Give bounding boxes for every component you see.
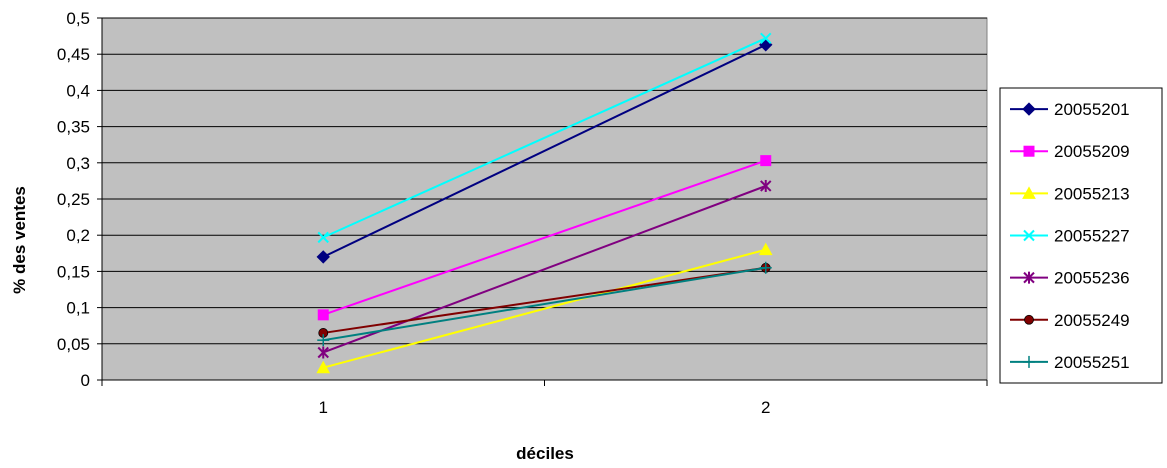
x-axis-title: déciles (516, 444, 574, 463)
y-tick-label: 0,45 (57, 45, 90, 64)
legend-marker (1022, 102, 1036, 116)
y-tick-label: 0,25 (57, 190, 90, 209)
axes: 0 0,05 0,1 0,15 0,2 0,25 0,3 0,35 0,4 0,45 0,5 1 2 (57, 9, 988, 417)
y-tick-label: 0,1 (66, 299, 90, 318)
x-tick-label: 1 (319, 398, 328, 417)
data-point (760, 32, 772, 44)
legend-item: 20055251 (1010, 353, 1130, 372)
legend: 20055201 20055209 20055213 20055227 20055236… (999, 87, 1163, 384)
data-point (758, 242, 773, 256)
legend-marker (1023, 271, 1035, 284)
legend-marker (1022, 186, 1036, 199)
series-20055236 (317, 179, 772, 359)
series-line (322, 43, 767, 258)
data-point (760, 155, 772, 167)
data-point (317, 309, 329, 321)
data-point (317, 346, 329, 359)
data-point (317, 231, 329, 244)
legend-marker (1023, 229, 1035, 242)
series-20055213 (316, 242, 773, 374)
y-tick-label: 0,05 (57, 335, 90, 354)
series-line (322, 248, 767, 369)
legend-item: 20055236 (1010, 269, 1130, 288)
data-point (759, 261, 772, 274)
y-tick-label: 0,15 (57, 262, 90, 281)
series-20055209 (317, 155, 772, 321)
legend-item: 20055213 (1010, 184, 1130, 203)
legend-label: 20055209 (1054, 142, 1130, 161)
series-line (322, 185, 767, 354)
series-group (316, 32, 773, 374)
data-point (317, 334, 330, 347)
y-tick-label: 0,3 (66, 154, 90, 173)
series-line (323, 266, 766, 342)
y-tick-label: 0,35 (57, 118, 90, 137)
legend-label: 20055201 (1054, 100, 1130, 119)
legend-item: 20055201 (1010, 100, 1130, 119)
y-tick-label: 0 (81, 371, 90, 390)
y-tick-label: 0,5 (66, 9, 90, 28)
series-line (322, 159, 767, 316)
legend-marker (1024, 314, 1034, 325)
y-tick-label: 0,4 (66, 81, 90, 100)
series-line (322, 37, 767, 239)
series-20055251 (317, 261, 772, 347)
x-tick-label: 2 (761, 398, 770, 417)
legend-marker (1023, 145, 1035, 157)
legend-marker (1023, 355, 1035, 368)
legend-label: 20055236 (1054, 269, 1130, 288)
series-line (323, 266, 766, 334)
legend-item: 20055209 (1010, 142, 1130, 161)
data-point (316, 250, 330, 264)
legend-item: 20055227 (1010, 227, 1130, 246)
legend-label: 20055227 (1054, 227, 1130, 246)
legend-label: 20055251 (1054, 353, 1130, 372)
data-point (316, 360, 331, 374)
legend-label: 20055213 (1054, 184, 1130, 203)
legend-item: 20055249 (1010, 311, 1130, 330)
y-axis-title: % des ventes (10, 186, 29, 294)
plot-area (101, 17, 988, 381)
legend-label: 20055249 (1054, 311, 1130, 330)
series-20055227 (317, 32, 772, 244)
y-tick-label: 0,2 (66, 226, 90, 245)
data-point (760, 179, 772, 192)
